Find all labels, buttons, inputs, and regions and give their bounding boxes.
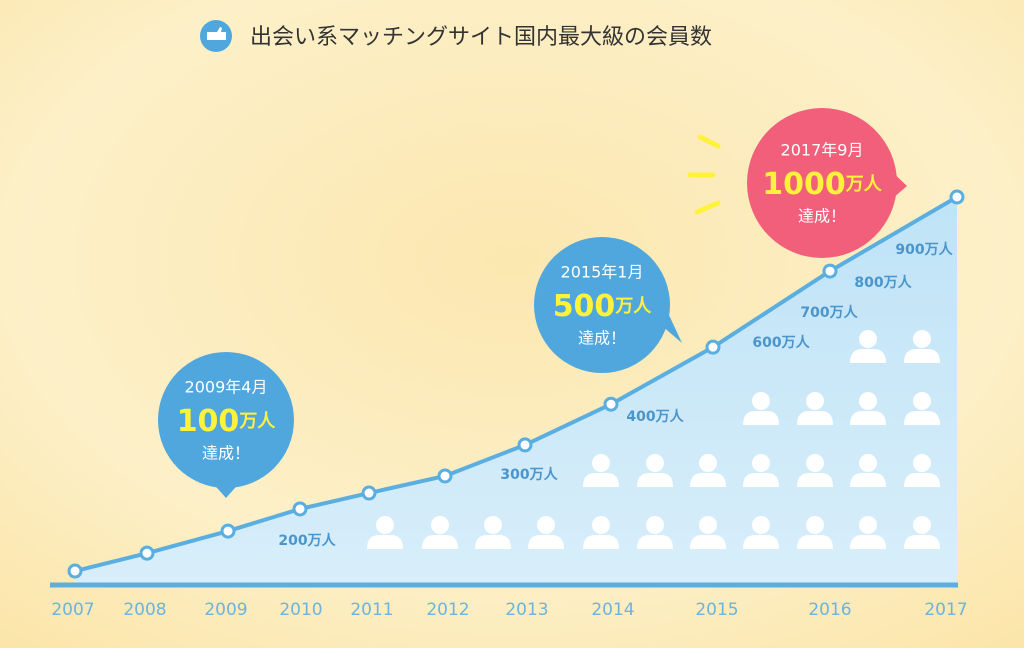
callout-date: 2009年4月 — [185, 378, 268, 397]
point — [517, 437, 533, 453]
level-label: 300万人 — [500, 466, 558, 483]
x-tick-label: 2011 — [350, 600, 393, 620]
hand-icon — [207, 27, 226, 40]
point — [603, 396, 619, 412]
level-label: 600万人 — [752, 334, 810, 351]
callout-unit: 万人 — [614, 296, 652, 317]
callout-date: 2017年9月 — [781, 141, 864, 160]
callout-bubble — [158, 352, 294, 488]
callout-bubble — [534, 237, 670, 373]
level-label: 700万人 — [800, 304, 858, 321]
point — [139, 545, 155, 561]
callout-number: 1000 — [762, 167, 846, 202]
point — [437, 468, 453, 484]
x-tick-label: 2007 — [51, 600, 94, 620]
x-tick-label: 2017 — [924, 600, 967, 620]
callout-number: 100 — [177, 404, 240, 439]
area — [75, 197, 957, 585]
callout-note: 達成！ — [798, 207, 846, 226]
highlight-dash — [697, 134, 721, 149]
point — [220, 523, 236, 539]
highlight-dash — [694, 200, 721, 215]
callout-bubble — [747, 108, 897, 258]
point — [705, 339, 721, 355]
callout-unit: 万人 — [238, 411, 276, 432]
callout-date: 2015年1月 — [561, 263, 644, 282]
callout-unit: 万人 — [845, 174, 883, 195]
callout-amount: 100万人 — [177, 404, 277, 439]
point — [822, 263, 838, 279]
x-tick-label: 2012 — [426, 600, 469, 620]
x-tick-label: 2013 — [505, 600, 548, 620]
callout-number: 500 — [553, 289, 616, 324]
callout-amount: 1000万人 — [762, 167, 882, 202]
x-tick-label: 2009 — [204, 600, 247, 620]
callout-amount: 500万人 — [553, 289, 653, 324]
level-label: 400万人 — [626, 408, 684, 425]
x-tick-label: 2010 — [279, 600, 322, 620]
level-label: 800万人 — [854, 274, 912, 291]
point — [361, 485, 377, 501]
x-tick-label: 2014 — [591, 600, 634, 620]
level-label: 900万人 — [895, 241, 953, 258]
x-tick-label: 2008 — [123, 600, 166, 620]
level-label: 200万人 — [278, 532, 336, 549]
x-tick-label: 2016 — [808, 600, 851, 620]
point — [949, 189, 965, 205]
chart-title: 出会い系マッチングサイト国内最大級の会員数 — [250, 25, 712, 50]
callout-note: 達成！ — [578, 329, 626, 348]
point — [67, 563, 83, 579]
point — [292, 501, 308, 517]
callout-note: 達成！ — [202, 444, 250, 463]
x-tick-label: 2015 — [695, 600, 738, 620]
